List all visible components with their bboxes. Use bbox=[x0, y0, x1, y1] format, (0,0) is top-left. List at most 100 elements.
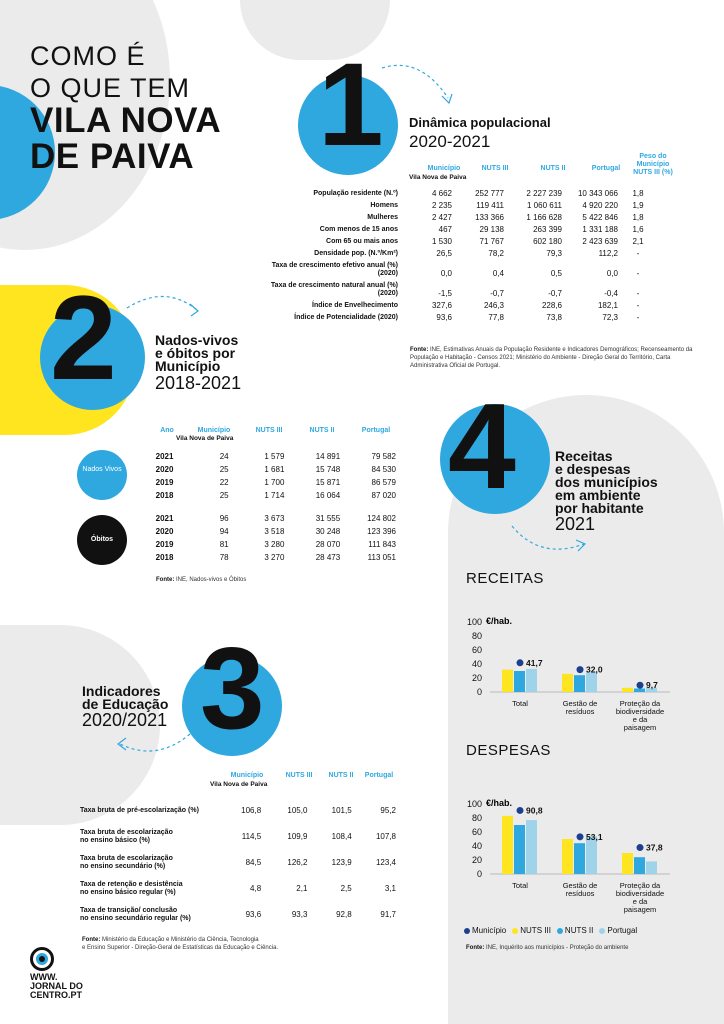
s2-value-cell: 16 064 bbox=[315, 490, 341, 500]
y-tick-label: 40 bbox=[472, 841, 482, 851]
s2-title-2: e óbitos por bbox=[155, 345, 236, 361]
y-tick-label: 80 bbox=[472, 813, 482, 823]
s2-col-ano: Ano bbox=[160, 427, 174, 434]
x-tick-label: e da bbox=[633, 897, 648, 906]
s3-title-2: de Educação bbox=[82, 696, 169, 712]
s4-source-label: Fonte: bbox=[466, 945, 485, 951]
s3-table-row: Taxa de retenção e desistência no ensino … bbox=[80, 876, 400, 902]
title-line-4: DE PAIVA bbox=[30, 137, 195, 176]
title-line-3: VILA NOVA bbox=[30, 101, 222, 140]
s3-title-1: Indicadores bbox=[82, 683, 161, 699]
x-tick-label: Total bbox=[512, 699, 528, 708]
y-axis-label: €/hab. bbox=[486, 616, 512, 626]
legend-item: Município bbox=[464, 926, 506, 935]
x-tick-label: biodiversidade bbox=[616, 889, 664, 898]
s4-number: 4 bbox=[448, 378, 516, 514]
s3-row-value: 91,7 bbox=[380, 910, 396, 919]
s1-table: População residente (N.º) 4 662 252 777 2 2… bbox=[270, 188, 670, 324]
y-tick-label: 0 bbox=[477, 687, 482, 697]
s2-year-cell: 2020 bbox=[155, 526, 174, 536]
s1-table-row: Mulheres 2 427 133 366 1 166 628 5 422 846 1,… bbox=[270, 212, 670, 224]
s1-row-value: 2 235 bbox=[431, 201, 452, 210]
bar-portugal bbox=[646, 861, 657, 874]
s1-row-label: Com menos de 15 anos bbox=[319, 226, 398, 233]
s2-group-nados-circle bbox=[77, 450, 127, 500]
s4-title-3: dos municípios bbox=[555, 474, 658, 490]
x-tick-label: paisagem bbox=[624, 905, 657, 914]
bar-nuts-iii bbox=[622, 853, 633, 874]
legend-label: Município bbox=[472, 926, 507, 935]
legend-label: Portugal bbox=[607, 926, 638, 935]
s2-value-cell: 86 579 bbox=[371, 477, 396, 487]
s1-dashed-arrow bbox=[381, 64, 453, 105]
s1-row-value: 4 920 220 bbox=[582, 201, 618, 210]
data-label: 37,8 bbox=[646, 843, 663, 853]
point-municipio bbox=[576, 666, 584, 674]
s1-table-row: Homens 2 235 119 411 1 060 611 4 920 220 1,9 bbox=[270, 200, 670, 212]
bar-portugal bbox=[646, 687, 657, 692]
s1-row-value: -0,4 bbox=[604, 289, 618, 298]
s1-row-value: - bbox=[636, 249, 640, 258]
s3-row-value: 107,8 bbox=[375, 832, 396, 841]
bar-nuts-iii bbox=[502, 815, 513, 874]
s1-row-value: 1,9 bbox=[632, 201, 644, 210]
s1-row-value: 0,4 bbox=[492, 269, 504, 278]
chart-legend: Município NUTS III NUTS II Portugal bbox=[464, 926, 637, 935]
s3-row-value: 2,1 bbox=[296, 884, 308, 893]
s2-source: Fonte: INE, Nados-vivos e Óbitos bbox=[156, 576, 246, 584]
s1-source-label: Fonte: bbox=[410, 347, 429, 353]
s3-col-nuts3: NUTS III bbox=[285, 772, 313, 779]
x-tick-label: Total bbox=[512, 881, 528, 890]
s1-row-label: Índice de Potencialidade (2020) bbox=[294, 314, 398, 321]
s4-title-4: em ambiente bbox=[555, 487, 641, 503]
s3-table-row: Taxa de transição/ conclusão no ensino se… bbox=[80, 902, 400, 928]
s2-col-portugal: Portugal bbox=[361, 427, 391, 434]
bar-nuts-ii bbox=[574, 675, 585, 692]
s4-title-1: Receitas bbox=[555, 448, 613, 464]
s1-row-value: 78,2 bbox=[488, 249, 504, 258]
legend-swatch bbox=[556, 927, 563, 934]
legend-item: NUTS III bbox=[512, 926, 551, 935]
s1-row-value: 327,6 bbox=[431, 301, 452, 310]
title-line-1: COMO É bbox=[30, 41, 146, 71]
s2-group-nados-label: Nados Vivos bbox=[82, 466, 122, 473]
s2-value-cell: 111 843 bbox=[368, 539, 396, 549]
s1-row-value: 2 227 239 bbox=[526, 189, 562, 198]
y-tick-label: 20 bbox=[472, 673, 482, 683]
s3-table-row: Taxa bruta de escolarização no ensino sec… bbox=[80, 850, 400, 876]
point-municipio bbox=[636, 681, 644, 689]
s3-row-value: 3,1 bbox=[384, 884, 396, 893]
s3-number-circle bbox=[182, 656, 282, 756]
s1-row-value: - bbox=[636, 313, 640, 322]
legend-item: NUTS II bbox=[556, 926, 593, 935]
s1-years: 2020-2021 bbox=[409, 132, 491, 151]
s3-row-value: 93,6 bbox=[245, 910, 262, 919]
s3-source-text-2: e Ensino Superior - Direção-Geral de Est… bbox=[82, 945, 279, 951]
s1-row-value: 228,6 bbox=[541, 301, 562, 310]
y-tick-label: 80 bbox=[472, 631, 482, 641]
bar-portugal bbox=[526, 668, 537, 692]
s3-col-municipio: Município bbox=[230, 772, 264, 779]
s2-value-cell: 113 051 bbox=[367, 552, 396, 562]
s2-col-municipio: Município bbox=[197, 427, 231, 434]
s3-row-value: 84,5 bbox=[245, 858, 262, 867]
s3-table: Taxa bruta de pré-escolarização (%) 106,8… bbox=[80, 798, 400, 928]
s2-value-cell: 81 bbox=[219, 539, 229, 549]
s2-value-cell: 15 748 bbox=[315, 464, 341, 474]
s1-subheader: Vila Nova de Paiva bbox=[409, 174, 467, 181]
s1-row-value: 467 bbox=[438, 225, 452, 234]
s1-row-value: 1 060 611 bbox=[527, 201, 562, 210]
receitas-title: RECEITAS bbox=[466, 570, 544, 587]
legend-item: Portugal bbox=[599, 926, 637, 935]
s3-row-value: 105,0 bbox=[287, 806, 308, 815]
s2-value-cell: 79 582 bbox=[371, 451, 396, 461]
s2-table-row: 2018 25 1 714 16 064 87 020 bbox=[150, 489, 400, 502]
s3-source-text-1: Ministério da Educação e Ministério da C… bbox=[102, 937, 259, 943]
s3-row-value: 109,9 bbox=[287, 832, 308, 841]
s2-years: 2018-2021 bbox=[155, 373, 242, 393]
bg-grey-left-mid bbox=[0, 625, 160, 825]
s2-value-cell: 25 bbox=[219, 464, 229, 474]
title-line-2: O QUE TEM bbox=[30, 73, 191, 103]
s2-value-cell: 1 700 bbox=[264, 477, 285, 487]
y-tick-label: 100 bbox=[467, 799, 482, 809]
